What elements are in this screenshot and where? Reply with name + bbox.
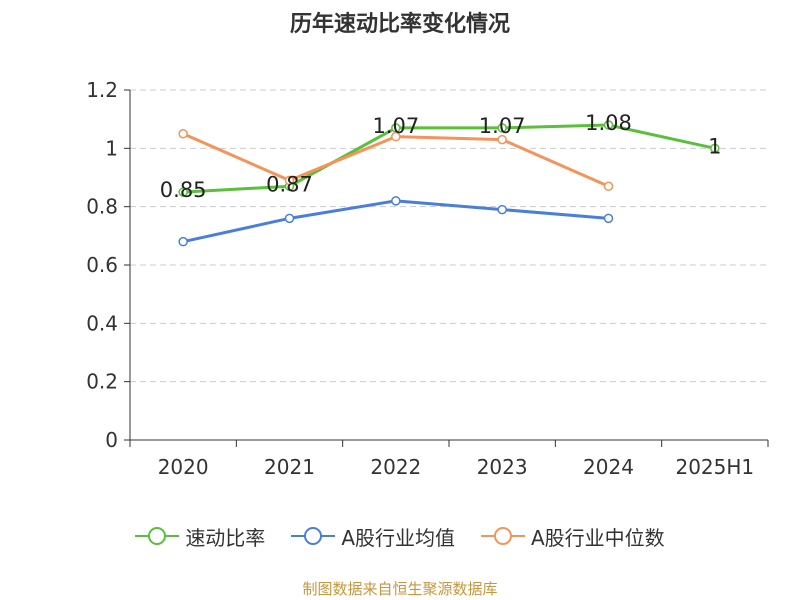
series-2-point-3 [497, 134, 507, 145]
series-1-point-2 [391, 196, 401, 206]
x-tick-label-0: 2020 [158, 455, 209, 479]
legend-item-industry-mean[interactable]: A股行业均值 [291, 522, 455, 551]
data-label-3: 1.07 [479, 114, 526, 138]
y-tick-label-5: 1 [105, 136, 118, 160]
legend-label-quick-ratio: 速动比率 [185, 525, 266, 550]
legend-swatch-industry-median [481, 527, 525, 545]
series-0-point-5 [710, 143, 720, 154]
data-label-5: 1 [708, 134, 721, 158]
x-tick-label-3: 2023 [477, 455, 528, 479]
legend-swatch-quick-ratio [135, 527, 180, 545]
y-tick-label-3: 0.6 [86, 253, 118, 277]
legend-item-quick-ratio[interactable]: 速动比率 [135, 522, 265, 551]
series-line-2 [182, 132, 610, 188]
series-1-point-4 [603, 213, 614, 224]
data-label-2: 1.07 [372, 114, 419, 138]
series-0-point-3 [497, 123, 507, 133]
series-line-0 [183, 123, 716, 194]
legend-item-industry-median[interactable]: A股行业中位数 [481, 522, 665, 551]
data-label-0: 0.85 [160, 178, 207, 202]
x-tick-label-1: 2021 [264, 455, 315, 479]
series-0-point-2 [391, 123, 401, 133]
x-tick-label-5: 2025H1 [675, 455, 754, 479]
y-tick-label-6: 1.2 [86, 78, 118, 102]
legend-label-industry-mean: A股行业均值 [341, 525, 455, 550]
y-tick-label-4: 0.8 [86, 195, 118, 219]
y-tick-label-1: 0.2 [86, 370, 118, 394]
y-tick-label-0: 0 [105, 428, 118, 452]
legend: 速动比率 A股行业均值 A股行业中位数 [0, 518, 800, 554]
series-1-point-0 [178, 236, 188, 247]
x-tick-label-4: 2024 [583, 455, 634, 479]
legend-label-industry-median: A股行业中位数 [531, 525, 665, 550]
series-2-point-4 [603, 181, 614, 191]
x-tick-label-2: 2022 [370, 455, 421, 479]
series-2-point-1 [284, 175, 295, 186]
series-0-point-4 [603, 120, 614, 130]
source-note: 制图数据来自恒生聚源数据库 [302, 580, 498, 598]
data-label-1: 0.87 [266, 172, 313, 196]
series-0-point-0 [178, 187, 188, 197]
y-tick-label-2: 0.4 [86, 311, 118, 335]
series-1-point-1 [284, 213, 295, 224]
legend-swatch-industry-mean [291, 527, 336, 545]
series-2-point-2 [391, 131, 401, 142]
data-label-4: 1.08 [585, 111, 632, 135]
chart-title: 历年速动比率变化情况 [289, 12, 510, 37]
series-2-point-0 [178, 129, 188, 139]
series-1-point-3 [497, 204, 507, 215]
